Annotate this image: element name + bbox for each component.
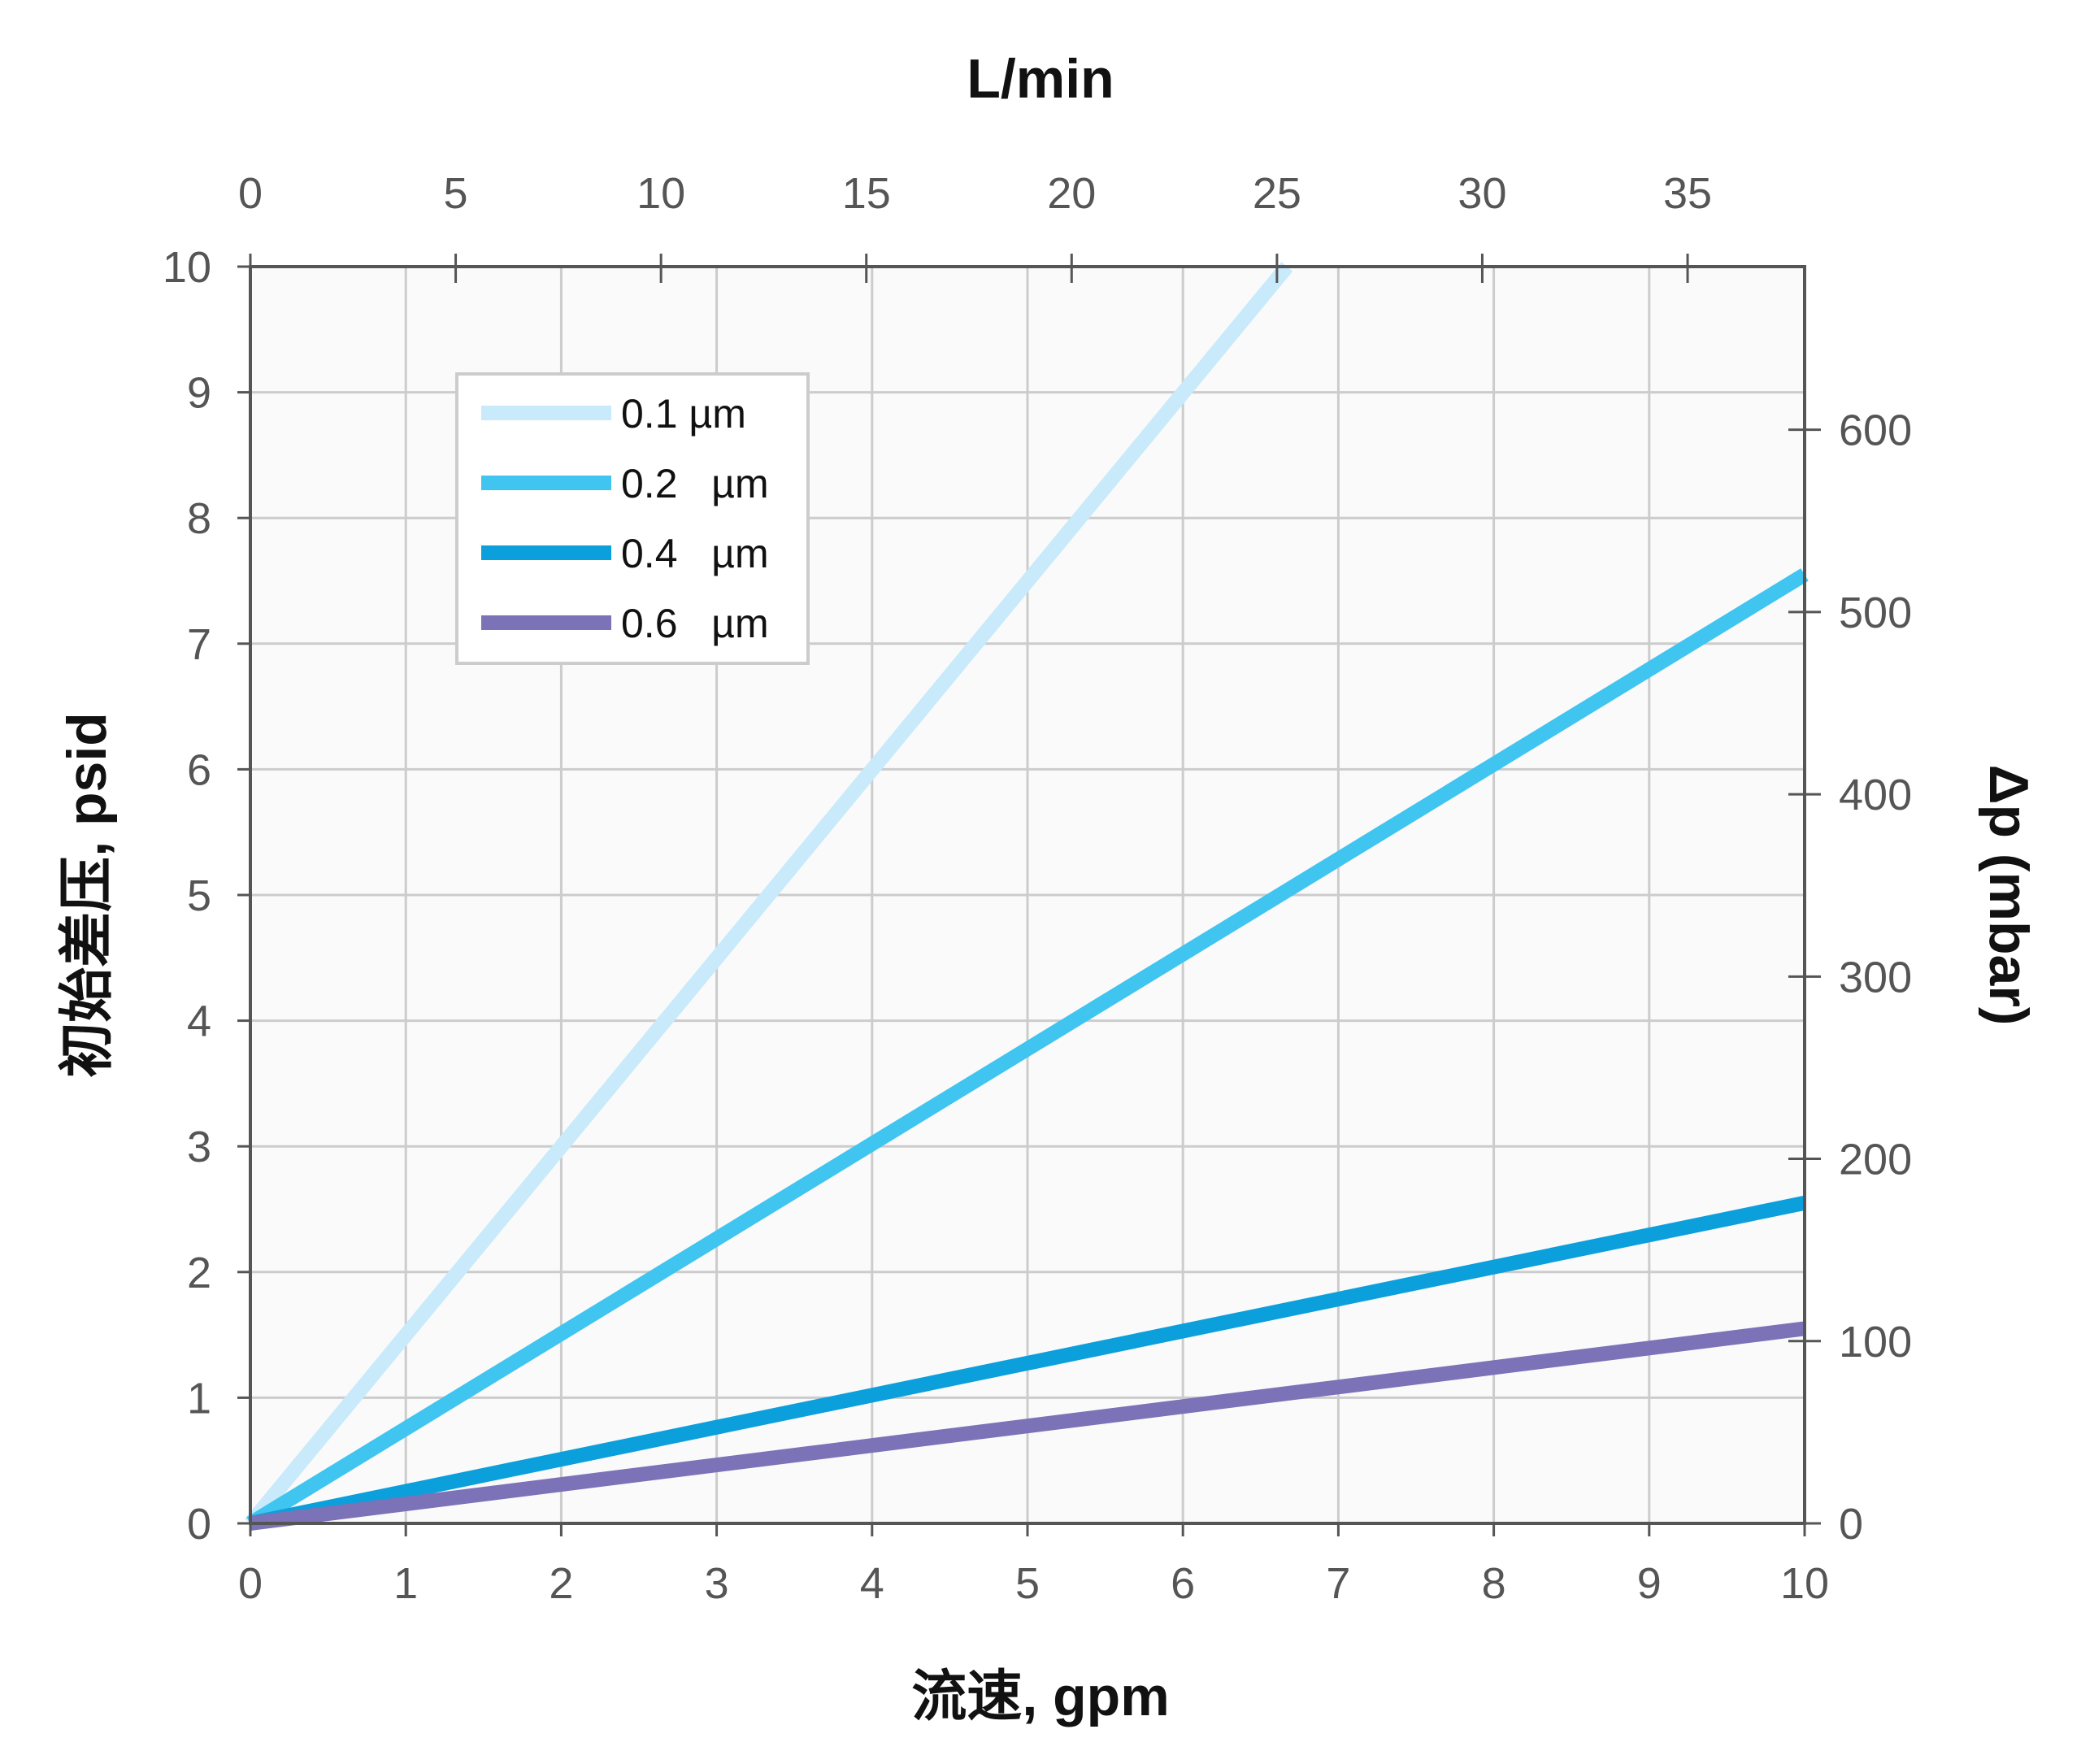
x-axis-title: 流速, gpm (911, 1666, 1169, 1727)
y-tick-label: 0 (187, 1500, 211, 1549)
x-tick-label: 0 (238, 1559, 263, 1608)
x2-tick-label: 25 (1253, 169, 1301, 218)
series-line (245, 262, 1293, 1528)
y2-axis-title: Δp (mbar) (1978, 765, 2040, 1026)
x-tick-label: 3 (705, 1559, 729, 1608)
y-tick-label: 4 (187, 997, 211, 1046)
legend-box (455, 372, 810, 665)
y-tick-label: 6 (187, 745, 211, 794)
x2-tick-label: 20 (1047, 169, 1096, 218)
y2-tick-label: 400 (1839, 771, 1912, 819)
x-tick-label: 1 (393, 1559, 418, 1608)
series-line (249, 1321, 1806, 1531)
x2-tick-label: 10 (636, 169, 685, 218)
y-tick-label: 1 (187, 1374, 211, 1423)
y2-tick-label: 200 (1839, 1136, 1912, 1184)
y2-tick-label: 500 (1839, 589, 1912, 637)
y2-tick-label: 100 (1839, 1318, 1912, 1366)
y-axis-title: 初始差压, psid (56, 712, 118, 1078)
x-tick-label: 5 (1015, 1559, 1040, 1608)
x-tick-label: 4 (860, 1559, 884, 1608)
x-tick-label: 2 (549, 1559, 573, 1608)
series-layer (245, 262, 1809, 1531)
x2-tick-label: 15 (842, 169, 891, 218)
y2-tick-label: 0 (1839, 1500, 1863, 1549)
x-tick-label: 8 (1482, 1559, 1506, 1608)
y2-tick-label: 300 (1839, 953, 1912, 1001)
x2-tick-label: 0 (238, 169, 263, 218)
x-tick-label: 6 (1171, 1559, 1195, 1608)
legend-label: 0.4 µm (621, 531, 769, 576)
y2-tick-label: 600 (1839, 406, 1912, 455)
y-tick-label: 5 (187, 871, 211, 920)
x-tick-label: 9 (1637, 1559, 1662, 1608)
y-tick-label: 8 (187, 494, 211, 543)
y-tick-label: 3 (187, 1123, 211, 1171)
legend-label: 0.2 µm (621, 461, 769, 506)
x2-tick-label: 5 (444, 169, 468, 218)
y-tick-label: 9 (187, 369, 211, 418)
y-tick-label: 7 (187, 620, 211, 669)
y-tick-label: 10 (163, 243, 211, 292)
y-tick-label: 2 (187, 1249, 211, 1297)
legend-label: 0.1 µm (621, 391, 746, 437)
series-line (246, 568, 1809, 1530)
x-tick-label: 10 (1780, 1559, 1829, 1608)
x2-tick-label: 30 (1458, 169, 1506, 218)
x2-axis-title: L/min (967, 48, 1114, 110)
x-tick-label: 7 (1326, 1559, 1350, 1608)
legend: 0.1 µm 0.2 µm 0.4 µm 0.6 µm (455, 372, 810, 665)
legend-label: 0.6 µm (621, 601, 769, 646)
series-line (249, 1195, 1806, 1531)
x2-tick-label: 35 (1663, 169, 1712, 218)
